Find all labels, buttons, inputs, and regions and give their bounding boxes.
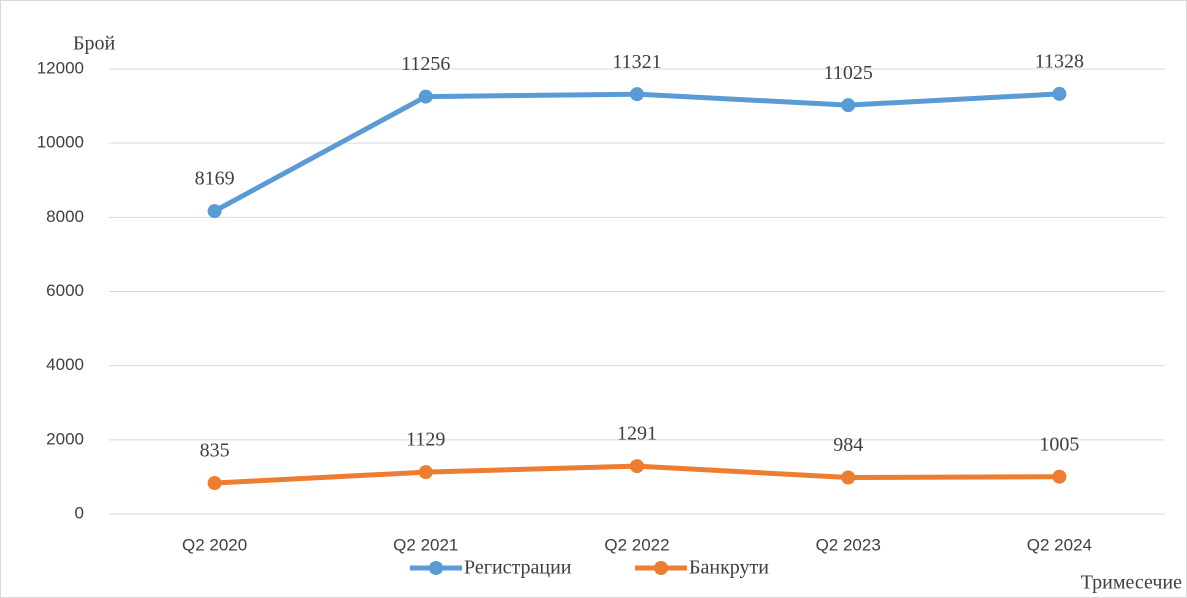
x-tick-label: Q2 2023 [816, 535, 881, 554]
y-tick-label: 10000 [37, 133, 84, 152]
data-label: 11328 [1035, 51, 1084, 73]
point [841, 470, 856, 485]
point [630, 87, 644, 102]
y-tick-label: 8000 [46, 207, 84, 226]
legend-marker [654, 561, 668, 575]
data-label: 1129 [406, 429, 445, 451]
y-tick-label: 6000 [46, 281, 84, 300]
x-tick-label: Q2 2022 [604, 535, 669, 554]
data-label: 835 [200, 440, 230, 462]
point [418, 465, 433, 480]
point [1052, 469, 1067, 484]
data-label: 1291 [617, 423, 657, 445]
legend-label: Банкрути [689, 557, 769, 579]
y-axis-label: Брой [73, 33, 115, 55]
point [207, 476, 222, 491]
x-tick-label: Q2 2024 [1027, 535, 1092, 554]
legend-label: Регистрации [464, 557, 572, 579]
point [418, 89, 433, 104]
y-tick-label: 0 [75, 503, 84, 522]
x-axis-label: Тримесечие [1081, 572, 1182, 594]
y-tick-label: 2000 [46, 429, 84, 448]
legend-marker [429, 561, 443, 575]
data-label: 11256 [401, 53, 450, 75]
y-tick-label: 4000 [46, 355, 84, 374]
data-label: 11025 [824, 62, 873, 84]
data-label: 8169 [195, 168, 235, 190]
point [841, 98, 856, 113]
x-tick-label: Q2 2021 [393, 535, 458, 554]
data-label: 984 [833, 434, 863, 456]
data-label: 1005 [1039, 433, 1079, 455]
x-tick-label: Q2 2020 [182, 535, 247, 554]
point [630, 459, 644, 474]
point [207, 204, 222, 219]
point [1052, 86, 1067, 101]
data-label: 11321 [612, 51, 661, 73]
y-tick-label: 12000 [37, 58, 84, 77]
